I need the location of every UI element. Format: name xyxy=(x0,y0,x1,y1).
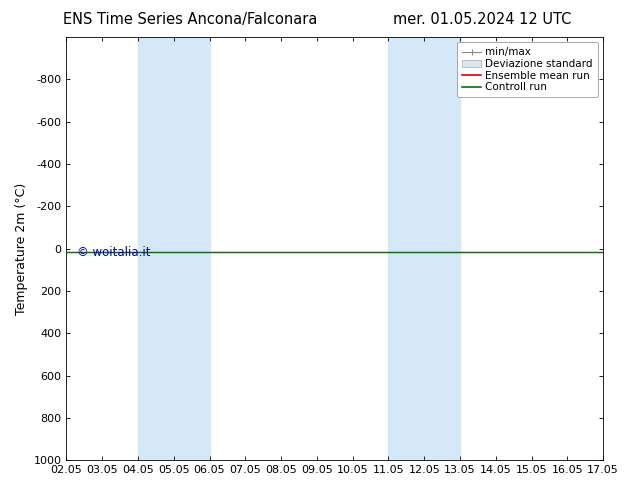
Bar xyxy=(138,37,210,460)
Text: © woitalia.it: © woitalia.it xyxy=(77,246,151,260)
Text: mer. 01.05.2024 12 UTC: mer. 01.05.2024 12 UTC xyxy=(392,12,571,27)
Bar xyxy=(389,37,460,460)
Legend: min/max, Deviazione standard, Ensemble mean run, Controll run: min/max, Deviazione standard, Ensemble m… xyxy=(457,42,598,98)
Y-axis label: Temperature 2m (°C): Temperature 2m (°C) xyxy=(15,182,28,315)
Text: ENS Time Series Ancona/Falconara: ENS Time Series Ancona/Falconara xyxy=(63,12,318,27)
